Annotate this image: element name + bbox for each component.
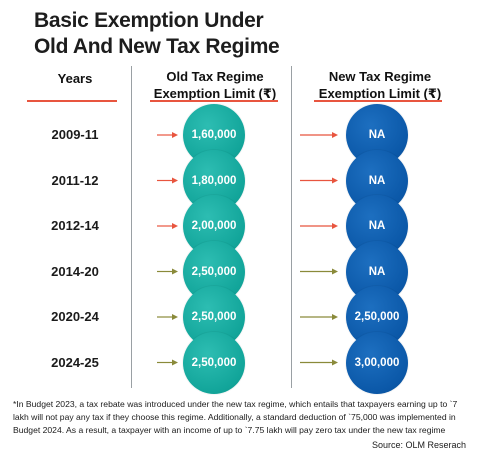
chart-title: Basic Exemption Under Old And New Tax Re… [34, 8, 280, 60]
year-label: 2011-12 [51, 172, 99, 188]
year-label: 2012-14 [51, 218, 99, 233]
arrow-to-new [300, 359, 338, 366]
header-new-regime: New Tax Regime Exemption Limit (₹) [300, 68, 460, 102]
arrow-to-old [157, 359, 178, 366]
arrow-to-new [300, 268, 338, 275]
footnote: *In Budget 2023, a tax rebate was introd… [13, 399, 458, 435]
title-line-2: Old And New Tax Regime [34, 35, 280, 58]
source-note: Source: OLM Reserach [371, 440, 466, 450]
column-divider-right [291, 66, 292, 388]
header-old-regime: Old Tax Regime Exemption Limit (₹) [140, 68, 290, 102]
arrow-to-new [300, 314, 338, 320]
rule-new [314, 100, 442, 102]
header-old-line-1: Old Tax Regime [166, 69, 264, 84]
arrow-to-old [157, 314, 178, 320]
year-label: 2014-20 [51, 263, 99, 279]
arrow-to-old [157, 223, 178, 229]
arrow-to-old [157, 132, 178, 138]
old-regime-value: 2,50,000 [183, 331, 245, 394]
header-new-line-2: Exemption Limit (₹) [318, 86, 442, 101]
rule-years [27, 100, 117, 102]
year-label: 2020-24 [51, 309, 99, 324]
header-years: Years [57, 71, 93, 86]
arrow-to-old [157, 177, 178, 184]
header-old-line-2: Exemption Limit (₹) [153, 86, 277, 101]
header-new-line-1: New Tax Regime [328, 69, 432, 84]
new-regime-value: NA [346, 195, 408, 257]
arrow-to-old [157, 268, 178, 275]
title-line-1: Basic Exemption Under [34, 9, 264, 32]
year-label: 2009-11 [51, 127, 99, 142]
arrow-to-new [300, 223, 338, 229]
new-regime-value: 2,50,000 [346, 286, 408, 348]
new-regime-value: 3,00,000 [346, 331, 408, 394]
arrow-to-new [300, 132, 338, 138]
column-divider-left [131, 66, 132, 388]
arrow-to-new [300, 177, 338, 184]
year-label: 2024-25 [51, 354, 99, 370]
rule-old [150, 100, 278, 102]
